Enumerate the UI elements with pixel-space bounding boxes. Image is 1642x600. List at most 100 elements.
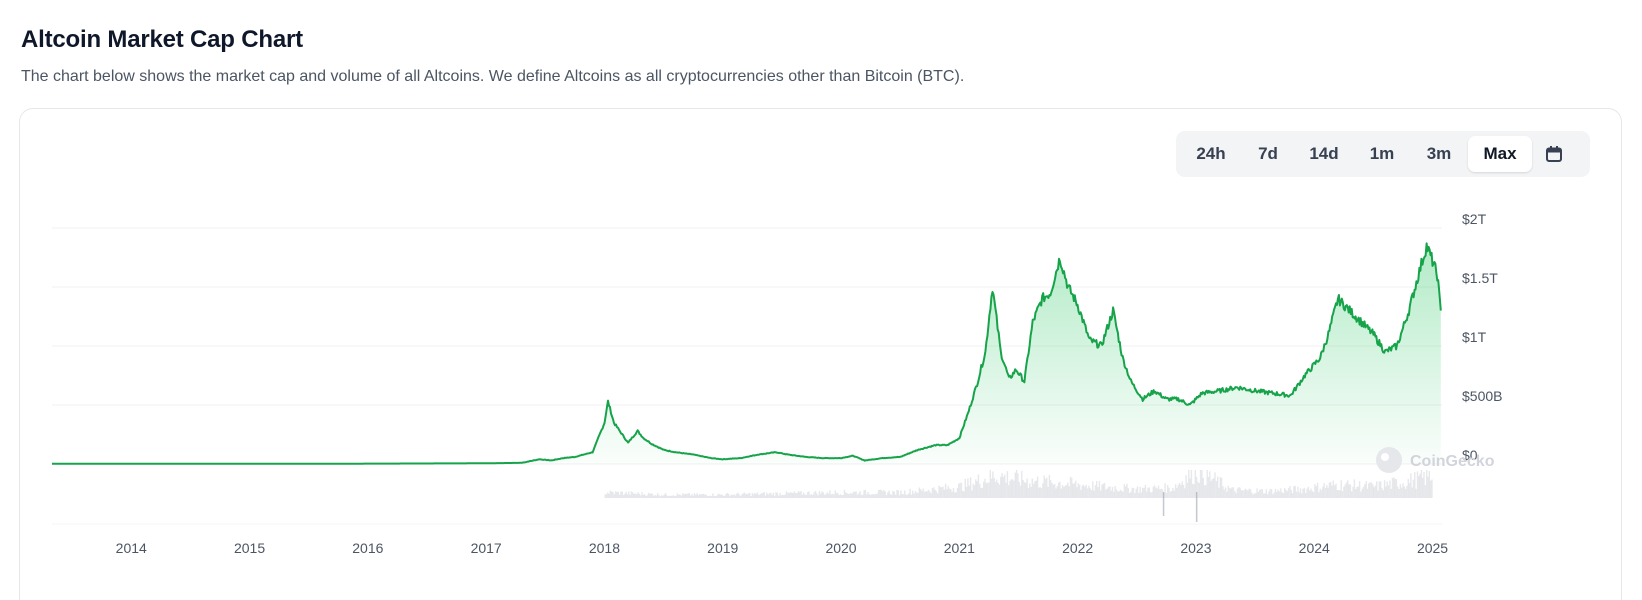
volume-bar [1178, 482, 1181, 498]
volume-bar [1362, 486, 1365, 498]
volume-bar [676, 493, 679, 498]
volume-bar [1138, 493, 1140, 498]
volume-bar [972, 483, 974, 498]
volume-bar [747, 493, 750, 498]
volume-bar [1147, 487, 1149, 498]
volume-bar [1251, 492, 1253, 498]
volume-bar [1257, 491, 1260, 498]
volume-bar [1305, 492, 1307, 498]
volume-bar [704, 494, 706, 498]
volume-bar [696, 493, 698, 498]
volume-bar [1310, 488, 1312, 498]
volume-bar [843, 489, 846, 498]
volume-bar [1004, 474, 1006, 498]
volume-bar [898, 495, 901, 498]
volume-bar [708, 496, 710, 498]
page-subtitle: The chart below shows the market cap and… [21, 68, 965, 85]
volume-bar [930, 493, 932, 498]
volume-bar [1294, 485, 1296, 498]
volume-bar [1013, 480, 1015, 498]
volume-bar [968, 485, 970, 498]
volume-bar [958, 483, 960, 498]
volume-bar [848, 493, 851, 498]
volume-bar [1059, 481, 1061, 498]
volume-bar [1356, 486, 1358, 498]
range-14d-button[interactable]: 14d [1294, 136, 1354, 172]
volume-bar [885, 495, 888, 498]
volume-bar [1094, 485, 1097, 498]
volume-bar [1366, 488, 1369, 498]
volume-bar [927, 489, 930, 498]
volume-bar [894, 494, 897, 498]
volume-bar [615, 491, 617, 498]
volume-bar [868, 494, 870, 498]
volume-bar [766, 492, 768, 498]
volume-bar [813, 492, 815, 498]
volume-bar [1334, 485, 1336, 498]
volume-bar [775, 492, 777, 498]
volume-bar [996, 479, 998, 498]
volume-bar [1205, 485, 1207, 498]
volume-bar [912, 490, 914, 498]
volume-bar [753, 494, 755, 498]
volume-bar [1211, 479, 1214, 498]
volume-bar [834, 490, 836, 498]
volume-bar [1311, 490, 1313, 498]
volume-bar [1027, 487, 1030, 498]
volume-bar [833, 494, 835, 498]
volume-bar [845, 492, 847, 498]
volume-bar [1157, 485, 1160, 498]
volume-bar [1273, 492, 1275, 498]
volume-bar [940, 487, 943, 498]
calendar-button[interactable] [1532, 136, 1576, 172]
volume-bar [1241, 490, 1244, 498]
range-max-button[interactable]: Max [1468, 136, 1532, 172]
volume-bar [654, 495, 656, 498]
volume-bar [1172, 488, 1174, 498]
volume-bar [1393, 477, 1395, 498]
volume-bar [768, 493, 771, 498]
volume-bar [1042, 483, 1044, 498]
volume-bar [1410, 473, 1412, 498]
volume-bar [1040, 488, 1043, 498]
volume-bar [685, 493, 688, 498]
volume-bar [908, 493, 910, 498]
volume-bar [826, 492, 828, 498]
volume-bar [1142, 487, 1144, 498]
range-3m-button[interactable]: 3m [1410, 136, 1468, 172]
volume-bar [990, 478, 993, 498]
volume-bar [629, 494, 631, 498]
volume-bar [1151, 492, 1153, 498]
volume-bar [1136, 486, 1139, 498]
volume-bar [909, 488, 911, 498]
volume-bar [835, 492, 838, 498]
volume-bar [1149, 492, 1152, 498]
volume-bar [1302, 488, 1304, 498]
volume-bar [672, 495, 675, 498]
volume-bar [1082, 484, 1085, 498]
volume-bar [821, 491, 823, 498]
volume-bar [737, 492, 739, 498]
volume-bar [1391, 477, 1394, 498]
market-cap-area [52, 243, 1441, 464]
volume-bar [1009, 480, 1011, 498]
volume-bar [612, 492, 614, 498]
volume-bar [666, 495, 668, 498]
volume-bar [1348, 484, 1350, 498]
range-1m-button[interactable]: 1m [1354, 136, 1410, 172]
volume-bar [738, 494, 740, 498]
volume-bar [751, 493, 754, 498]
volume-bar [942, 486, 944, 498]
volume-bar [1226, 491, 1228, 498]
volume-bar [1380, 481, 1382, 498]
range-24h-button[interactable]: 24h [1180, 136, 1242, 172]
volume-bar [624, 493, 626, 498]
volume-bar [913, 493, 915, 498]
volume-bar [621, 491, 623, 498]
volume-bar [820, 493, 822, 498]
volume-bar [1044, 478, 1047, 498]
volume-bar [1060, 488, 1062, 498]
time-range-selector: 24h 7d 14d 1m 3m Max [1176, 131, 1590, 177]
range-7d-button[interactable]: 7d [1242, 136, 1294, 172]
